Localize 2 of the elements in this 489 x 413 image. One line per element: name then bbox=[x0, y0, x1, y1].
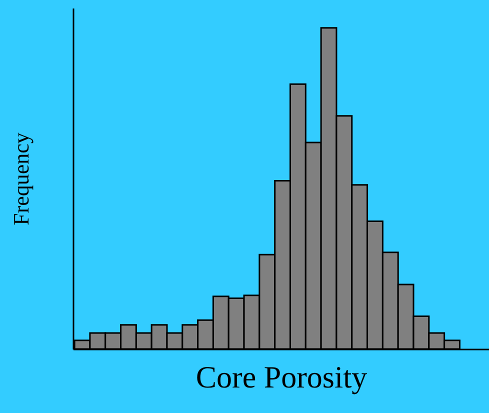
y-axis-title: Frequency bbox=[8, 132, 34, 226]
x-axis-title: Core Porosity bbox=[196, 360, 368, 394]
